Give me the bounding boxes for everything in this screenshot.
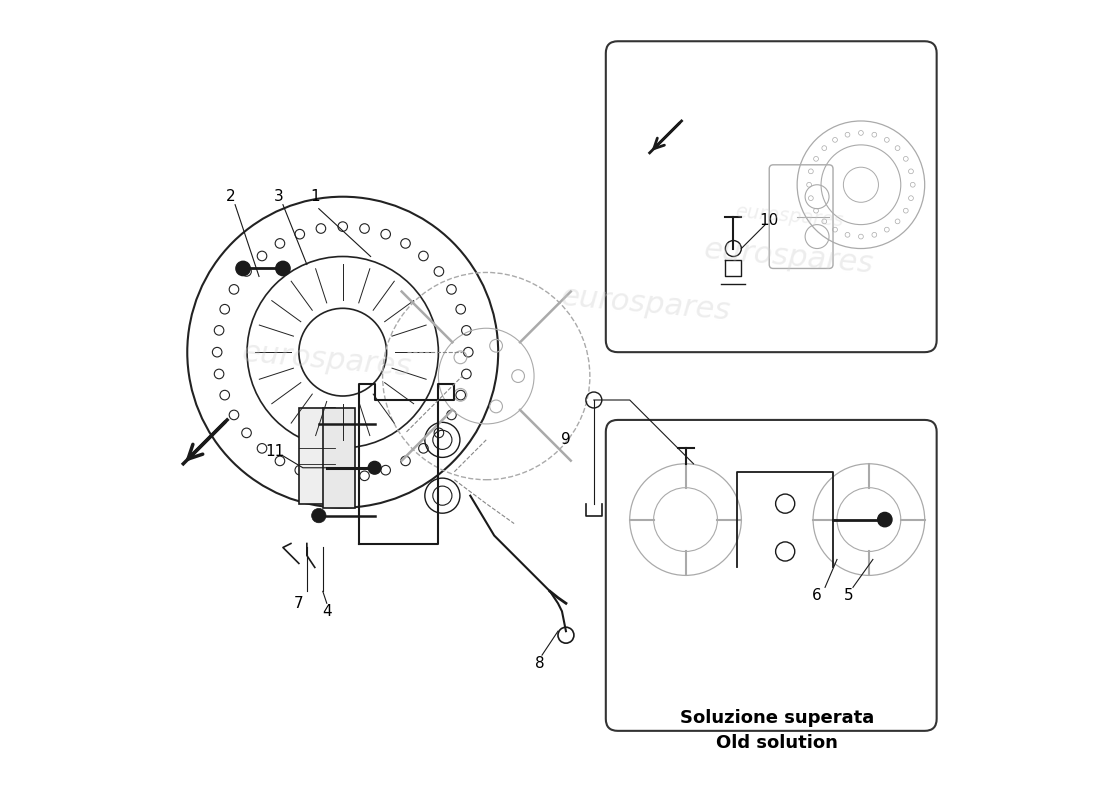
Circle shape: [311, 417, 326, 431]
Circle shape: [434, 428, 443, 438]
Circle shape: [903, 157, 909, 162]
Circle shape: [884, 138, 889, 142]
Circle shape: [833, 227, 837, 232]
Circle shape: [845, 132, 850, 137]
Text: 10: 10: [760, 213, 779, 228]
Circle shape: [822, 146, 827, 150]
Circle shape: [884, 227, 889, 232]
Text: 7: 7: [294, 596, 304, 610]
Bar: [322, 408, 354, 508]
Circle shape: [242, 266, 251, 276]
Circle shape: [338, 222, 348, 231]
Circle shape: [220, 305, 230, 314]
Text: eurospares: eurospares: [241, 338, 412, 382]
Circle shape: [895, 219, 900, 224]
Circle shape: [257, 443, 267, 453]
Circle shape: [360, 224, 370, 234]
Circle shape: [295, 466, 305, 475]
Circle shape: [814, 157, 818, 162]
Circle shape: [214, 326, 224, 335]
Circle shape: [235, 262, 250, 276]
Circle shape: [316, 471, 326, 481]
Circle shape: [455, 390, 465, 400]
Circle shape: [909, 169, 913, 174]
Circle shape: [381, 230, 390, 239]
Text: 6: 6: [812, 588, 822, 603]
Text: 1: 1: [310, 190, 320, 204]
Circle shape: [455, 305, 465, 314]
Circle shape: [447, 410, 456, 420]
Circle shape: [368, 462, 381, 474]
Circle shape: [220, 390, 230, 400]
Circle shape: [872, 233, 877, 237]
Text: eurospares: eurospares: [560, 282, 732, 326]
Circle shape: [833, 138, 837, 142]
Circle shape: [858, 234, 864, 239]
Circle shape: [903, 208, 909, 213]
Circle shape: [434, 266, 443, 276]
Circle shape: [462, 369, 471, 378]
Text: 4: 4: [322, 604, 331, 618]
Circle shape: [276, 262, 290, 276]
Circle shape: [229, 285, 239, 294]
Circle shape: [845, 233, 850, 237]
Circle shape: [808, 169, 813, 174]
Circle shape: [400, 456, 410, 466]
Circle shape: [447, 285, 456, 294]
Circle shape: [909, 196, 913, 201]
Circle shape: [295, 230, 305, 239]
Circle shape: [419, 251, 428, 261]
Circle shape: [808, 196, 813, 201]
Circle shape: [311, 509, 326, 522]
Text: eurospares: eurospares: [703, 234, 876, 278]
Text: 3: 3: [274, 190, 284, 204]
Circle shape: [814, 208, 818, 213]
Circle shape: [822, 219, 827, 224]
Bar: [299, 408, 334, 504]
Text: 9: 9: [561, 432, 571, 447]
Text: Soluzione superata
Old solution: Soluzione superata Old solution: [680, 710, 874, 752]
Text: 2: 2: [227, 190, 235, 204]
Circle shape: [400, 238, 410, 248]
Circle shape: [316, 224, 326, 234]
Circle shape: [462, 326, 471, 335]
Circle shape: [214, 369, 224, 378]
Circle shape: [419, 443, 428, 453]
Circle shape: [858, 130, 864, 135]
Text: 8: 8: [535, 655, 544, 670]
Circle shape: [212, 347, 222, 357]
Circle shape: [338, 473, 348, 482]
Text: 11: 11: [265, 444, 285, 459]
Circle shape: [463, 347, 473, 357]
Circle shape: [229, 410, 239, 420]
Circle shape: [878, 513, 892, 526]
Circle shape: [242, 428, 251, 438]
Circle shape: [257, 251, 267, 261]
Circle shape: [275, 456, 285, 466]
Circle shape: [360, 471, 370, 481]
Circle shape: [275, 238, 285, 248]
Circle shape: [895, 146, 900, 150]
Text: eurospares: eurospares: [734, 202, 844, 231]
Text: 5: 5: [844, 588, 854, 603]
Circle shape: [872, 132, 877, 137]
Circle shape: [381, 466, 390, 475]
Circle shape: [806, 182, 812, 187]
Circle shape: [911, 182, 915, 187]
